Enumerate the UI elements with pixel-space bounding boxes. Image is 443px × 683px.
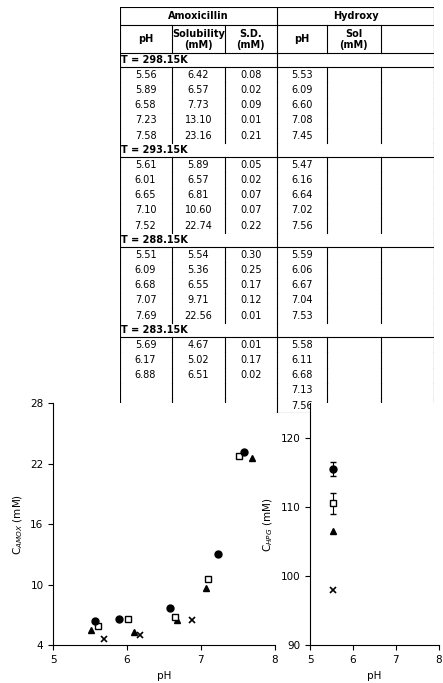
Text: 6.81: 6.81 xyxy=(187,190,209,200)
Text: 7.07: 7.07 xyxy=(135,295,156,305)
Text: 6.58: 6.58 xyxy=(135,100,156,110)
Text: T = 283.15K: T = 283.15K xyxy=(121,325,188,335)
Text: 0.01: 0.01 xyxy=(240,115,262,126)
Text: pH: pH xyxy=(295,34,310,44)
X-axis label: pH: pH xyxy=(157,671,171,681)
Text: 22.74: 22.74 xyxy=(184,221,212,231)
Text: 7.02: 7.02 xyxy=(291,206,313,215)
X-axis label: pH: pH xyxy=(367,671,381,681)
Text: 6.09: 6.09 xyxy=(135,265,156,275)
Text: 6.64: 6.64 xyxy=(291,190,313,200)
Text: T = 298.15K: T = 298.15K xyxy=(121,55,188,65)
Text: 6.57: 6.57 xyxy=(187,85,209,95)
Text: 0.17: 0.17 xyxy=(240,355,262,365)
Text: pH: pH xyxy=(138,34,153,44)
Text: 5.59: 5.59 xyxy=(291,250,313,260)
Text: 0.12: 0.12 xyxy=(240,295,262,305)
Text: 22.56: 22.56 xyxy=(184,311,212,320)
Text: 5.51: 5.51 xyxy=(135,250,156,260)
Y-axis label: C$_{HPG}$ (mM): C$_{HPG}$ (mM) xyxy=(261,497,275,551)
Text: 0.21: 0.21 xyxy=(240,130,262,141)
Text: Solubility
(mM): Solubility (mM) xyxy=(172,29,225,50)
Text: 6.01: 6.01 xyxy=(135,175,156,185)
Text: 7.58: 7.58 xyxy=(135,130,156,141)
Text: 6.55: 6.55 xyxy=(187,280,209,290)
Text: 0.07: 0.07 xyxy=(240,206,262,215)
Text: 6.51: 6.51 xyxy=(187,370,209,380)
Text: 7.13: 7.13 xyxy=(291,385,313,395)
Text: 0.02: 0.02 xyxy=(240,175,262,185)
Text: 7.53: 7.53 xyxy=(291,311,313,320)
Y-axis label: C$_{AMOX}$ (mM): C$_{AMOX}$ (mM) xyxy=(11,494,25,555)
Text: 5.36: 5.36 xyxy=(187,265,209,275)
Text: 0.01: 0.01 xyxy=(240,339,262,350)
Text: 0.01: 0.01 xyxy=(240,311,262,320)
Text: 7.23: 7.23 xyxy=(135,115,156,126)
Text: 5.58: 5.58 xyxy=(291,339,313,350)
Text: 7.69: 7.69 xyxy=(135,311,156,320)
Text: 13.10: 13.10 xyxy=(184,115,212,126)
Text: Amoxicillin: Amoxicillin xyxy=(168,11,229,21)
Text: 0.25: 0.25 xyxy=(240,265,262,275)
Text: 0.30: 0.30 xyxy=(240,250,262,260)
Text: 5.54: 5.54 xyxy=(187,250,209,260)
Text: 5.69: 5.69 xyxy=(135,339,156,350)
Text: 6.42: 6.42 xyxy=(187,70,209,80)
Text: 0.08: 0.08 xyxy=(240,70,262,80)
Text: 5.02: 5.02 xyxy=(187,355,209,365)
Text: 0.07: 0.07 xyxy=(240,190,262,200)
Text: S.D.
(mM): S.D. (mM) xyxy=(237,29,265,50)
Text: 6.88: 6.88 xyxy=(135,370,156,380)
Text: 7.56: 7.56 xyxy=(291,221,313,231)
Text: 7.52: 7.52 xyxy=(135,221,156,231)
Text: 6.16: 6.16 xyxy=(291,175,313,185)
Text: 7.45: 7.45 xyxy=(291,130,313,141)
Text: 5.89: 5.89 xyxy=(187,160,209,170)
Text: Sol
(mM): Sol (mM) xyxy=(340,29,368,50)
Text: 7.08: 7.08 xyxy=(291,115,313,126)
Text: 6.11: 6.11 xyxy=(291,355,313,365)
Text: 0.05: 0.05 xyxy=(240,160,262,170)
Text: 7.04: 7.04 xyxy=(291,295,313,305)
Text: 5.56: 5.56 xyxy=(135,70,156,80)
Text: 5.53: 5.53 xyxy=(291,70,313,80)
Text: 6.17: 6.17 xyxy=(135,355,156,365)
Text: 7.56: 7.56 xyxy=(291,401,313,410)
Text: 4.67: 4.67 xyxy=(187,339,209,350)
Text: 6.68: 6.68 xyxy=(291,370,313,380)
Text: T = 293.15K: T = 293.15K xyxy=(121,145,188,155)
Text: 0.22: 0.22 xyxy=(240,221,262,231)
Text: Hydroxy: Hydroxy xyxy=(333,11,378,21)
Text: 0.02: 0.02 xyxy=(240,85,262,95)
Text: 6.60: 6.60 xyxy=(291,100,313,110)
Text: 6.68: 6.68 xyxy=(135,280,156,290)
Text: 5.61: 5.61 xyxy=(135,160,156,170)
Text: 0.17: 0.17 xyxy=(240,280,262,290)
Text: 0.09: 0.09 xyxy=(240,100,262,110)
Text: 7.10: 7.10 xyxy=(135,206,156,215)
Text: T = 288.15K: T = 288.15K xyxy=(121,235,188,245)
Text: 5.47: 5.47 xyxy=(291,160,313,170)
Text: 23.16: 23.16 xyxy=(184,130,212,141)
Text: 6.65: 6.65 xyxy=(135,190,156,200)
Text: 6.09: 6.09 xyxy=(291,85,313,95)
Text: 0.02: 0.02 xyxy=(240,370,262,380)
Text: 6.67: 6.67 xyxy=(291,280,313,290)
Text: 5.89: 5.89 xyxy=(135,85,156,95)
Text: 6.06: 6.06 xyxy=(291,265,313,275)
Text: 10.60: 10.60 xyxy=(184,206,212,215)
Text: 9.71: 9.71 xyxy=(187,295,209,305)
Text: 6.57: 6.57 xyxy=(187,175,209,185)
Text: 7.73: 7.73 xyxy=(187,100,209,110)
